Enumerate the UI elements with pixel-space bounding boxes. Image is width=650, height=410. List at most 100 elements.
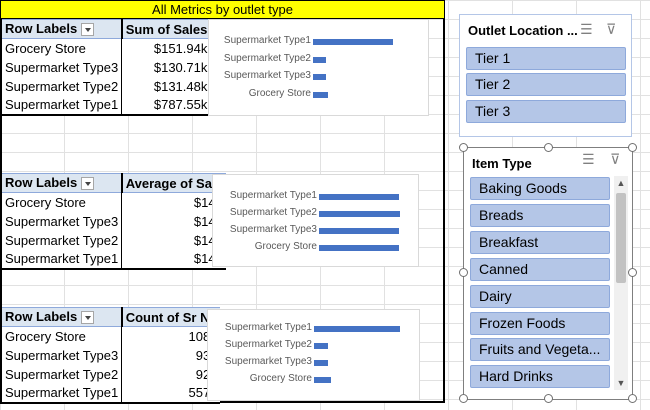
table-row[interactable]: Supermarket Type3935 — [0, 345, 221, 365]
bar-chart-count[interactable]: Supermarket Type1 Supermarket Type2 Superm… — [207, 309, 420, 401]
row-value[interactable]: $787.55k — [121, 95, 211, 116]
bar[interactable] — [314, 377, 331, 383]
scroll-up-icon[interactable]: ▲ — [616, 178, 626, 188]
resize-handle[interactable] — [628, 268, 637, 277]
row-label[interactable]: Grocery Store — [0, 192, 122, 212]
table-row[interactable]: Grocery Store 1083 — [0, 326, 221, 346]
resize-handle[interactable] — [544, 394, 553, 403]
pivot-table-sum-sales[interactable]: Row Labels Sum of Sales Grocery Store $15… — [0, 19, 211, 116]
row-label[interactable]: Supermarket Type2 — [0, 76, 122, 96]
filter-dropdown-icon[interactable] — [81, 310, 95, 324]
filter-dropdown-icon[interactable] — [81, 176, 95, 190]
row-labels-header[interactable]: Row Labels — [0, 19, 122, 39]
category-label: Supermarket Type2 — [223, 52, 311, 64]
row-value[interactable]: $140 — [121, 211, 226, 231]
slicer-item-tier-1[interactable]: Tier 1 — [466, 47, 626, 70]
row-value[interactable]: 5577 — [121, 383, 221, 404]
table-row[interactable]: Supermarket Type2928 — [0, 364, 221, 384]
resize-handle[interactable] — [459, 268, 468, 277]
category-label: Supermarket Type3 — [223, 70, 311, 81]
table-row[interactable]: Supermarket Type2 $131.48k — [0, 76, 211, 96]
row-label[interactable]: Supermarket Type3 — [0, 345, 122, 365]
row-labels-header[interactable]: Row Labels — [0, 173, 122, 193]
slicer-item-tier-2[interactable]: Tier 2 — [466, 73, 626, 96]
resize-handle[interactable] — [628, 143, 637, 152]
bar[interactable] — [319, 245, 399, 251]
value-field-header[interactable]: Sum of Sales — [120, 19, 211, 39]
table-row[interactable]: Supermarket Type3 $140 — [0, 211, 226, 231]
slicer-item[interactable]: Dairy — [470, 285, 610, 308]
row-label[interactable]: Grocery Store — [0, 38, 122, 58]
multi-select-icon[interactable]: ☰ — [580, 21, 593, 37]
slicer-scrollbar[interactable]: ▲ ▼ — [614, 176, 628, 390]
bar-chart-sum-sales[interactable]: Supermarket Type1 Supermarket Type2 Superm… — [208, 19, 429, 116]
table-row[interactable]: Grocery Store $151.94k — [0, 38, 211, 58]
row-value[interactable]: $131.48k — [121, 76, 211, 96]
pivot-table-count[interactable]: Row Labels Count of Sr No Grocery Store 1… — [0, 307, 221, 404]
row-label[interactable]: Supermarket Type2 — [0, 364, 122, 384]
row-value[interactable]: $130.71k — [121, 57, 211, 77]
table-row[interactable]: Supermarket Type1 $141 — [0, 249, 226, 270]
bar[interactable] — [314, 343, 329, 349]
row-label[interactable]: Grocery Store — [0, 326, 122, 346]
slicer-item[interactable]: Canned — [470, 258, 610, 281]
category-label: Supermarket Type3 — [224, 356, 312, 367]
filter-dropdown-icon[interactable] — [81, 22, 95, 36]
row-label[interactable]: Supermarket Type2 — [0, 230, 122, 250]
row-value[interactable]: 1083 — [121, 326, 221, 346]
report-title-banner[interactable]: All Metrics by outlet type — [0, 0, 445, 19]
row-label[interactable]: Supermarket Type3 — [0, 57, 122, 77]
slicer-item[interactable]: Frozen Foods — [470, 312, 610, 335]
bar-chart-average-sales[interactable]: Supermarket Type1 Supermarket Type2 Superm… — [212, 174, 419, 267]
row-value[interactable]: $140 — [121, 192, 226, 212]
bar[interactable] — [319, 228, 399, 234]
category-label: Supermarket Type3 — [229, 224, 317, 235]
slicer-item[interactable]: Fruits and Vegeta... — [470, 338, 610, 361]
bar[interactable] — [319, 211, 400, 217]
scroll-down-icon[interactable]: ▼ — [616, 378, 626, 388]
table-row[interactable]: Supermarket Type1 $787.55k — [0, 95, 211, 116]
resize-handle[interactable] — [544, 143, 553, 152]
row-label[interactable]: Supermarket Type1 — [0, 249, 122, 270]
slicer-title: Outlet Location ... — [468, 23, 578, 38]
value-field-header[interactable]: Count of Sr No — [120, 307, 221, 327]
bar[interactable] — [313, 39, 393, 45]
resize-handle[interactable] — [628, 394, 637, 403]
row-label[interactable]: Supermarket Type1 — [0, 95, 122, 116]
table-row[interactable]: Supermarket Type3 $130.71k — [0, 57, 211, 77]
slicer-item-type[interactable]: Item Type ☰ ⊽ Baking Goods Breads Breakf… — [463, 147, 633, 400]
row-value[interactable]: $151.94k — [121, 38, 211, 58]
bar[interactable] — [313, 56, 327, 63]
row-value[interactable]: $141 — [121, 249, 226, 270]
bar[interactable] — [319, 194, 400, 200]
bar[interactable] — [313, 91, 329, 98]
row-value[interactable]: 928 — [121, 364, 221, 384]
pivot-table-average-sales[interactable]: Row Labels Average of Sale Grocery Store… — [0, 173, 226, 270]
resize-handle[interactable] — [459, 394, 468, 403]
slicer-outlet-location[interactable]: Outlet Location ... ☰ ⊽ Tier 1 Tier 2 Ti… — [459, 14, 632, 137]
table-row[interactable]: Supermarket Type1 5577 — [0, 383, 221, 404]
slicer-item[interactable]: Baking Goods — [470, 177, 610, 200]
multi-select-icon[interactable]: ☰ — [582, 151, 595, 167]
row-value[interactable]: 935 — [121, 345, 221, 365]
value-field-header[interactable]: Average of Sale — [120, 173, 226, 193]
row-labels-header[interactable]: Row Labels — [0, 307, 122, 327]
clear-filter-icon[interactable]: ⊽ — [610, 151, 621, 167]
row-label[interactable]: Supermarket Type1 — [0, 383, 122, 404]
bar[interactable] — [314, 360, 329, 366]
resize-handle[interactable] — [459, 143, 468, 152]
bar[interactable] — [314, 326, 400, 332]
slicer-item[interactable]: Breakfast — [470, 231, 610, 254]
row-label[interactable]: Supermarket Type3 — [0, 211, 122, 231]
table-row[interactable]: Grocery Store $140 — [0, 192, 226, 212]
slicer-item[interactable]: Hard Drinks — [470, 365, 610, 388]
row-value[interactable]: $142 — [121, 230, 226, 250]
scrollbar-thumb[interactable] — [616, 193, 626, 283]
clear-filter-icon[interactable]: ⊽ — [606, 21, 617, 37]
table-row[interactable]: Supermarket Type2 $142 — [0, 230, 226, 250]
slicer-title: Item Type — [472, 156, 532, 171]
slicer-item-tier-3[interactable]: Tier 3 — [466, 100, 626, 123]
pivot-header-row: Row Labels Average of Sale — [0, 173, 226, 193]
bar[interactable] — [313, 74, 327, 80]
slicer-item[interactable]: Breads — [470, 204, 610, 227]
